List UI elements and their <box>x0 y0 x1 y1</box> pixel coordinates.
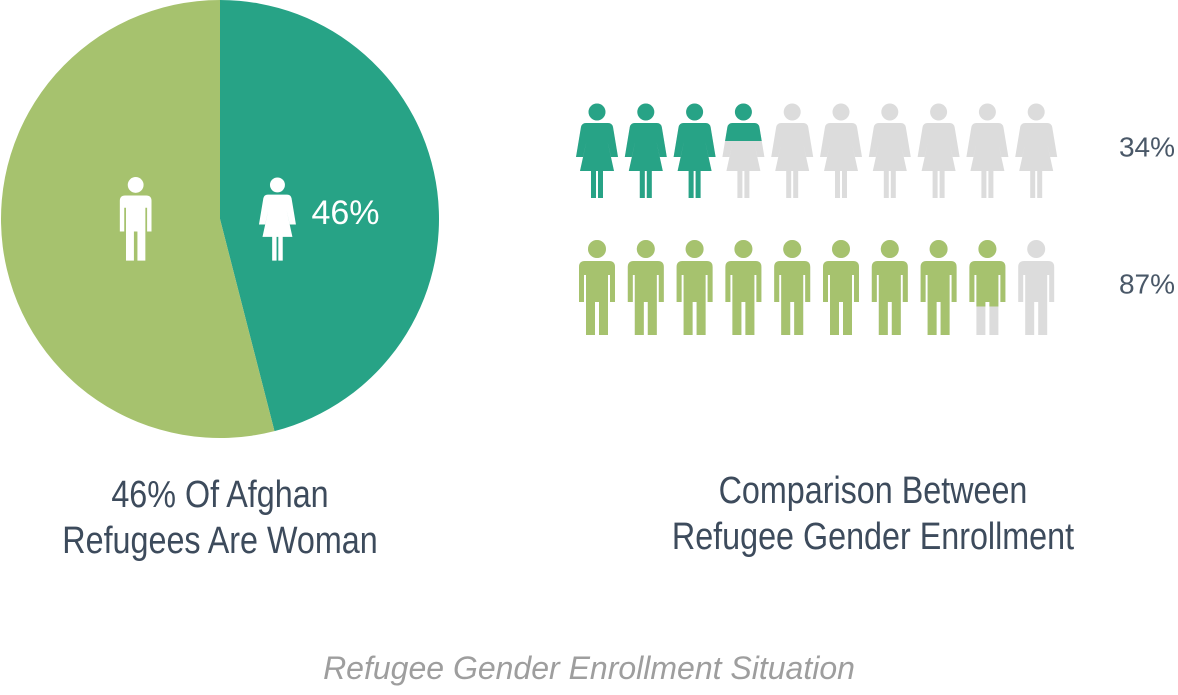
filled-icon <box>725 240 762 335</box>
row-label: 87% <box>1119 268 1175 299</box>
empty-icon <box>966 103 1009 198</box>
filled-icon <box>676 240 713 335</box>
filled-icon <box>920 240 957 335</box>
filled-icon <box>624 103 667 198</box>
empty-icon <box>868 103 911 198</box>
filled-icon <box>673 103 716 198</box>
empty-icon <box>1018 240 1055 335</box>
empty-icon <box>771 103 814 198</box>
pictograph-title: Comparison Between Refugee Gender Enroll… <box>671 470 1075 558</box>
filled-icon <box>576 103 618 198</box>
filled-icon <box>774 240 811 335</box>
filled-icon <box>871 240 908 335</box>
empty-icon <box>820 103 862 198</box>
filled-icon <box>627 240 664 335</box>
filled-icon <box>969 240 1006 307</box>
pie-slice <box>220 0 439 432</box>
filled-icon <box>823 240 859 335</box>
empty-icon <box>1015 103 1058 198</box>
filled-icon <box>579 240 615 335</box>
partial-icon <box>969 240 1006 307</box>
pie-label: 46% <box>311 194 379 232</box>
empty-icon <box>917 103 960 198</box>
row-label: 34% <box>1119 131 1175 162</box>
caption: Refugee Gender Enrollment Situation <box>323 650 855 686</box>
filled-icons <box>579 240 1006 335</box>
pie-title: 46% Of Afghan Refugees Are Woman <box>62 474 378 562</box>
